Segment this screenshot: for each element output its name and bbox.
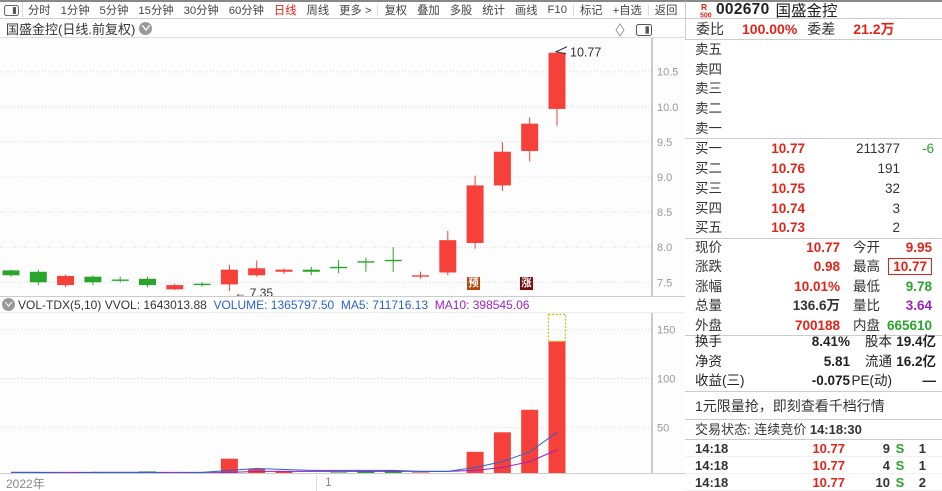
svg-text:10.5: 10.5 <box>657 67 678 79</box>
svg-text:9.5: 9.5 <box>657 137 672 149</box>
svg-text:9.0: 9.0 <box>657 172 672 184</box>
svg-text:8.0: 8.0 <box>657 242 672 254</box>
svg-text:500: 500 <box>700 13 712 19</box>
svg-text:100: 100 <box>657 374 675 386</box>
svg-text:8.5: 8.5 <box>657 207 672 219</box>
svg-text:R: R <box>701 2 707 12</box>
svg-text:50: 50 <box>657 422 669 434</box>
svg-text:150: 150 <box>657 325 675 337</box>
svg-text:← 7.35: ← 7.35 <box>234 286 273 296</box>
svg-text:7.5: 7.5 <box>657 277 672 289</box>
svg-text:10.0: 10.0 <box>657 102 678 114</box>
svg-text:10.77: 10.77 <box>570 46 601 60</box>
